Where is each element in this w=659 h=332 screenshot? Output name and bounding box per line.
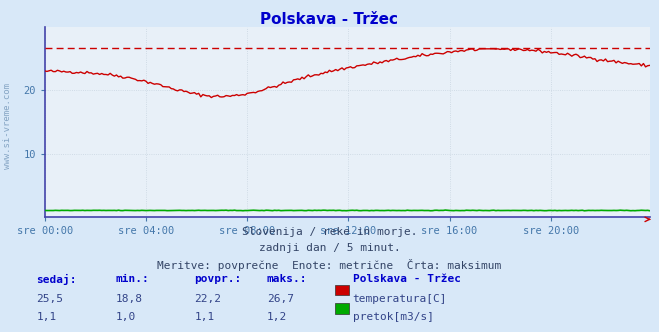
Text: zadnji dan / 5 minut.: zadnji dan / 5 minut. — [258, 243, 401, 253]
Text: 18,8: 18,8 — [115, 294, 142, 304]
Text: pretok[m3/s]: pretok[m3/s] — [353, 312, 434, 322]
Text: 26,7: 26,7 — [267, 294, 294, 304]
Text: povpr.:: povpr.: — [194, 274, 242, 284]
Text: Meritve: povprečne  Enote: metrične  Črta: maksimum: Meritve: povprečne Enote: metrične Črta:… — [158, 259, 501, 271]
Text: maks.:: maks.: — [267, 274, 307, 284]
Text: sedaj:: sedaj: — [36, 274, 76, 285]
Text: temperatura[C]: temperatura[C] — [353, 294, 447, 304]
Text: www.si-vreme.com: www.si-vreme.com — [3, 83, 13, 169]
Text: Polskava - Tržec: Polskava - Tržec — [260, 12, 399, 27]
Text: Slovenija / reke in morje.: Slovenija / reke in morje. — [242, 227, 417, 237]
Text: 25,5: 25,5 — [36, 294, 63, 304]
Text: 1,2: 1,2 — [267, 312, 287, 322]
Text: 1,1: 1,1 — [36, 312, 57, 322]
Text: min.:: min.: — [115, 274, 149, 284]
Text: 1,1: 1,1 — [194, 312, 215, 322]
Text: Polskava - Tržec: Polskava - Tržec — [353, 274, 461, 284]
Text: 1,0: 1,0 — [115, 312, 136, 322]
Text: 22,2: 22,2 — [194, 294, 221, 304]
